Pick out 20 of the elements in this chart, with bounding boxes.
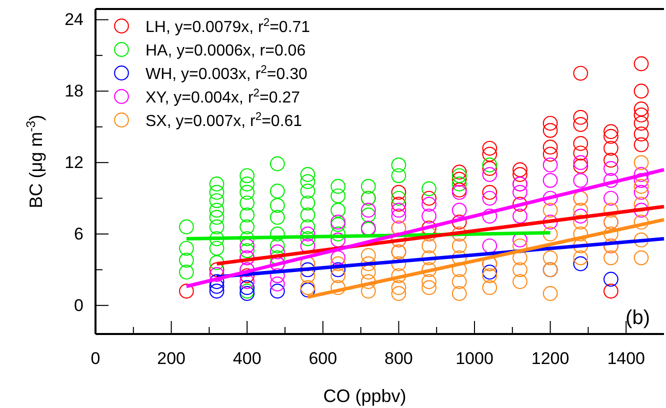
y-tick-label: 24: [64, 10, 84, 30]
annotation: (b): [626, 307, 650, 329]
x-tick-label: 1200: [531, 349, 570, 368]
legend-label: HA, y=0.0006x, r=0.06: [146, 42, 306, 60]
y-tick-label: 6: [74, 224, 84, 244]
y-tick-label: 18: [64, 82, 84, 101]
x-tick-label: 1400: [607, 349, 646, 368]
x-tick-label: 800: [384, 349, 413, 368]
legend-label: LH, y=0.0079x, r$^{2}$=0.71: [146, 17, 310, 36]
x-tick-label: 400: [232, 349, 262, 368]
x-tick-label: 1000: [456, 349, 494, 368]
x-tick-label: 200: [157, 349, 186, 368]
legend-label: XY, y=0.004x, r$^{2}$=0.27: [146, 88, 300, 106]
y-tick-label: 0: [74, 296, 84, 315]
x-axis-title: CO (ppbv): [323, 386, 406, 406]
legend-label: WH, y=0.003x, r$^{2}$=0.30: [146, 64, 308, 83]
x-tick-label: 600: [308, 349, 338, 368]
x-tick-label: 0: [90, 349, 100, 368]
y-tick-label: 12: [64, 153, 84, 172]
legend-label: SX, y=0.007x, r$^{2}$=0.61: [146, 111, 302, 130]
